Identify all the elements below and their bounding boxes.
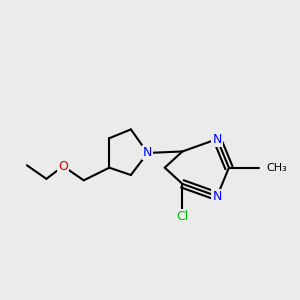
Text: O: O: [58, 160, 68, 173]
Text: CH₃: CH₃: [266, 163, 287, 173]
Text: N: N: [212, 190, 222, 203]
Text: Cl: Cl: [176, 210, 188, 223]
Text: N: N: [212, 133, 222, 146]
Text: N: N: [143, 146, 152, 159]
